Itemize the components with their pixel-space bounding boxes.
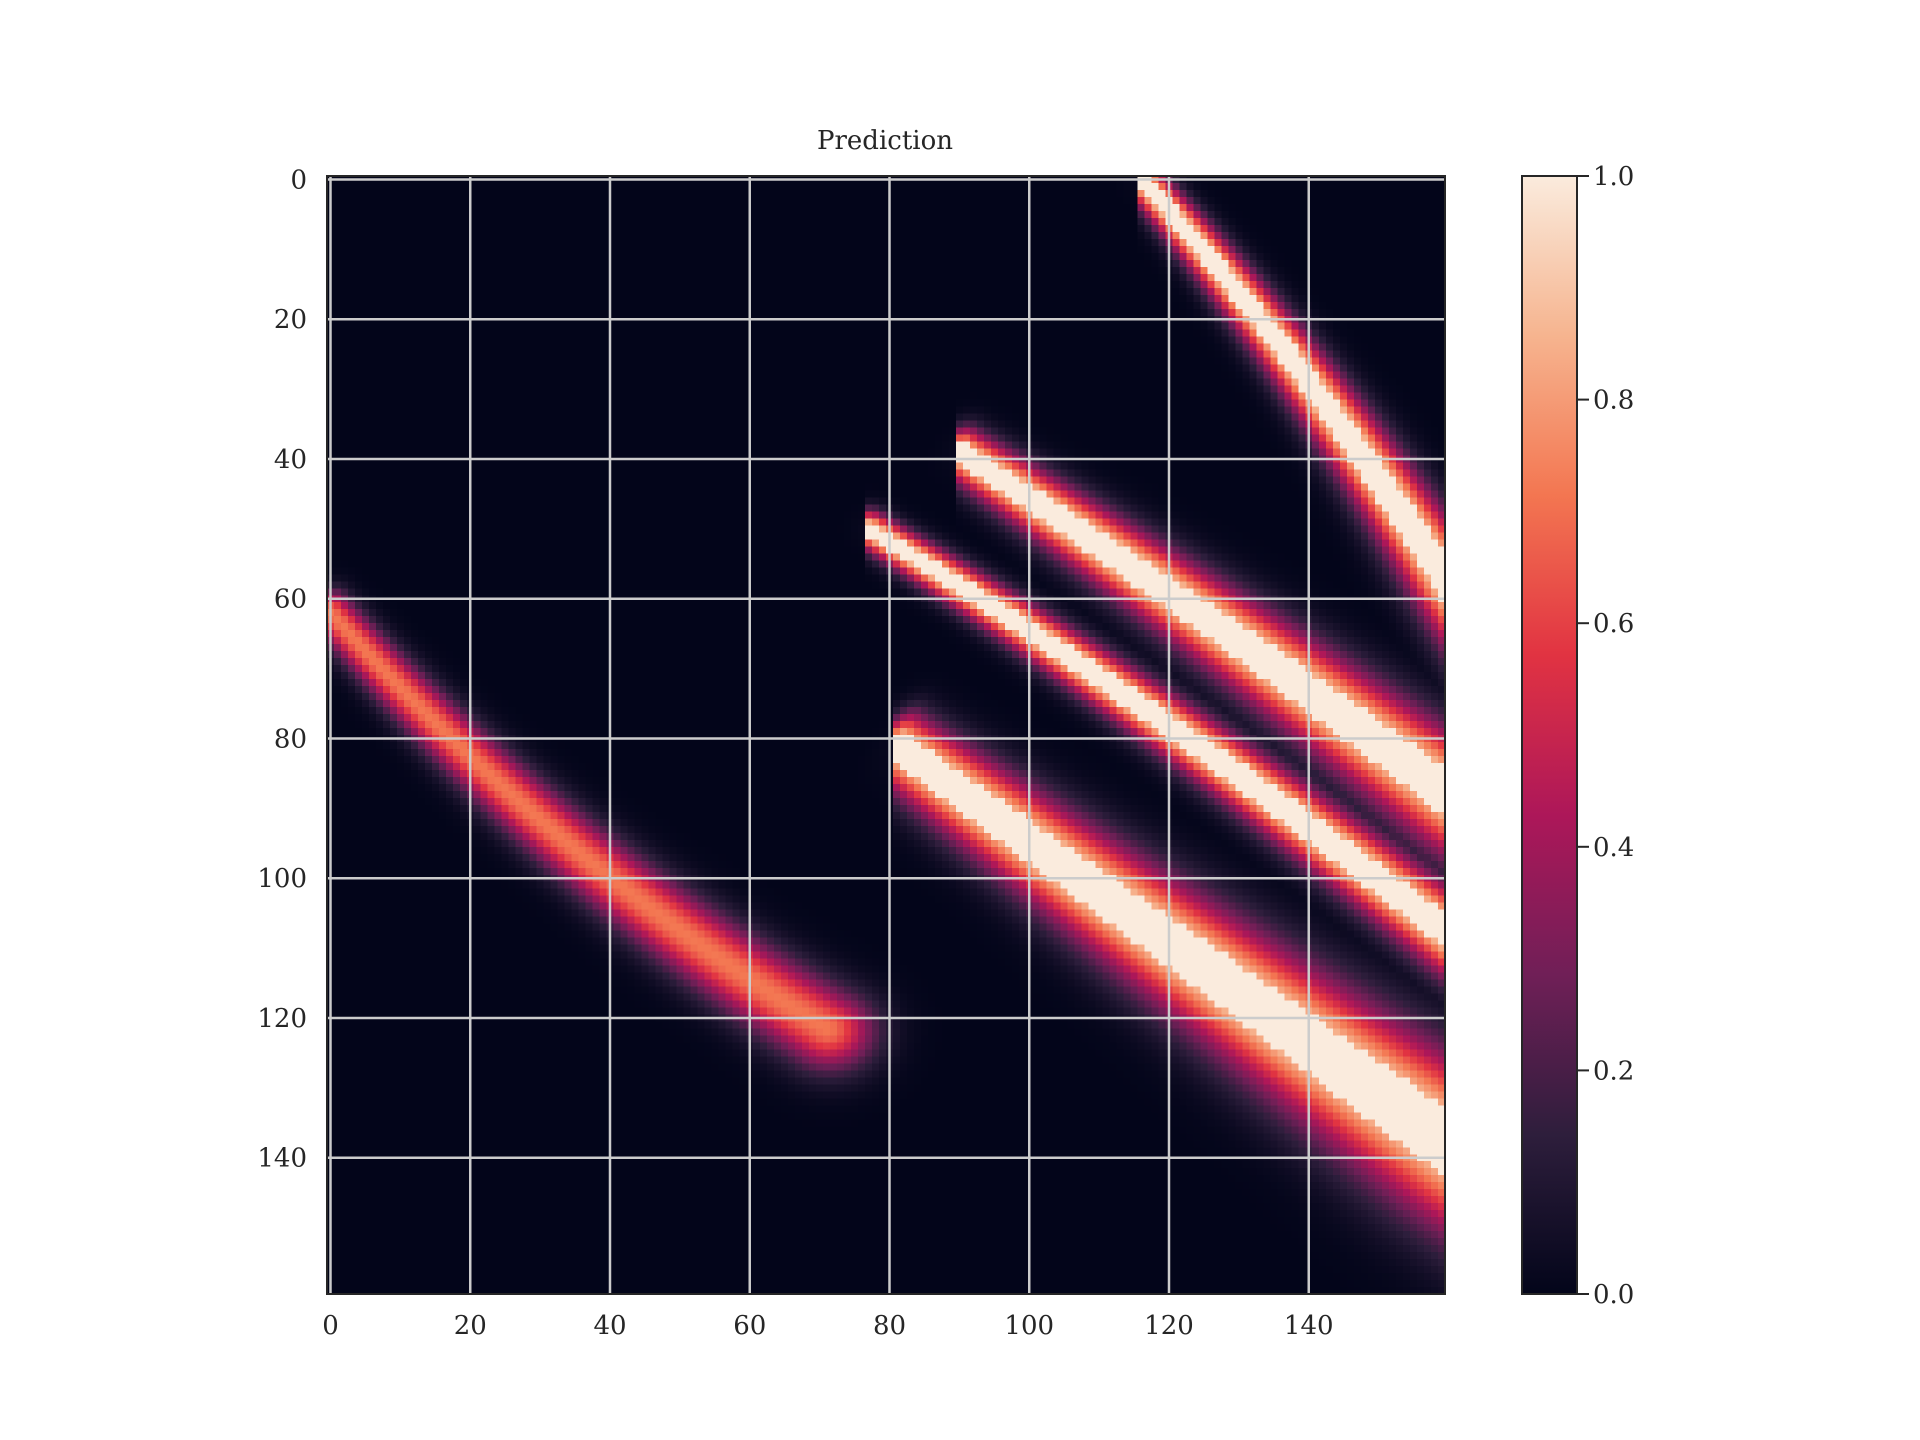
y-tick-label: 140	[257, 1144, 307, 1174]
colorbar-gradient	[1522, 176, 1577, 1294]
colorbar-frame	[1521, 175, 1578, 1295]
heatmap-plot	[327, 176, 1445, 1294]
x-axis: 0 20 40 60 80 100 120 140	[322, 1311, 1333, 1341]
y-tick-label: 0	[290, 165, 307, 195]
x-tick-label: 40	[593, 1311, 626, 1341]
x-tick-label: 120	[1144, 1311, 1194, 1341]
grid-lines	[327, 176, 1445, 1294]
colorbar-tick-label: 0.2	[1593, 1056, 1634, 1086]
chart-title: Prediction	[817, 126, 953, 156]
y-tick-label: 100	[257, 864, 307, 894]
colorbar: 0.0 0.2 0.4 0.6 0.8 1.0	[1521, 162, 1634, 1310]
x-tick-label: 20	[454, 1311, 487, 1341]
x-tick-label: 140	[1284, 1311, 1334, 1341]
y-tick-label: 80	[274, 724, 307, 754]
y-tick-label: 20	[274, 305, 307, 335]
x-tick-label: 80	[873, 1311, 906, 1341]
y-tick-label: 40	[274, 445, 307, 475]
plot-frame	[326, 175, 1446, 1295]
colorbar-tick-label: 0.0	[1593, 1280, 1634, 1310]
heatmap-image	[327, 176, 1445, 1294]
y-tick-label: 120	[257, 1004, 307, 1034]
y-axis: 0 20 40 60 80 100 120 140	[257, 165, 307, 1173]
colorbar-ticks: 0.0 0.2 0.4 0.6 0.8 1.0	[1577, 162, 1634, 1310]
x-tick-label: 0	[322, 1311, 339, 1341]
y-tick-label: 60	[274, 585, 307, 615]
colorbar-tick-label: 0.4	[1593, 833, 1634, 863]
colorbar-tick-label: 0.6	[1593, 609, 1634, 639]
x-tick-label: 60	[733, 1311, 766, 1341]
x-tick-label: 100	[1004, 1311, 1054, 1341]
colorbar-tick-label: 0.8	[1593, 386, 1634, 416]
colorbar-tick-label: 1.0	[1593, 162, 1634, 192]
